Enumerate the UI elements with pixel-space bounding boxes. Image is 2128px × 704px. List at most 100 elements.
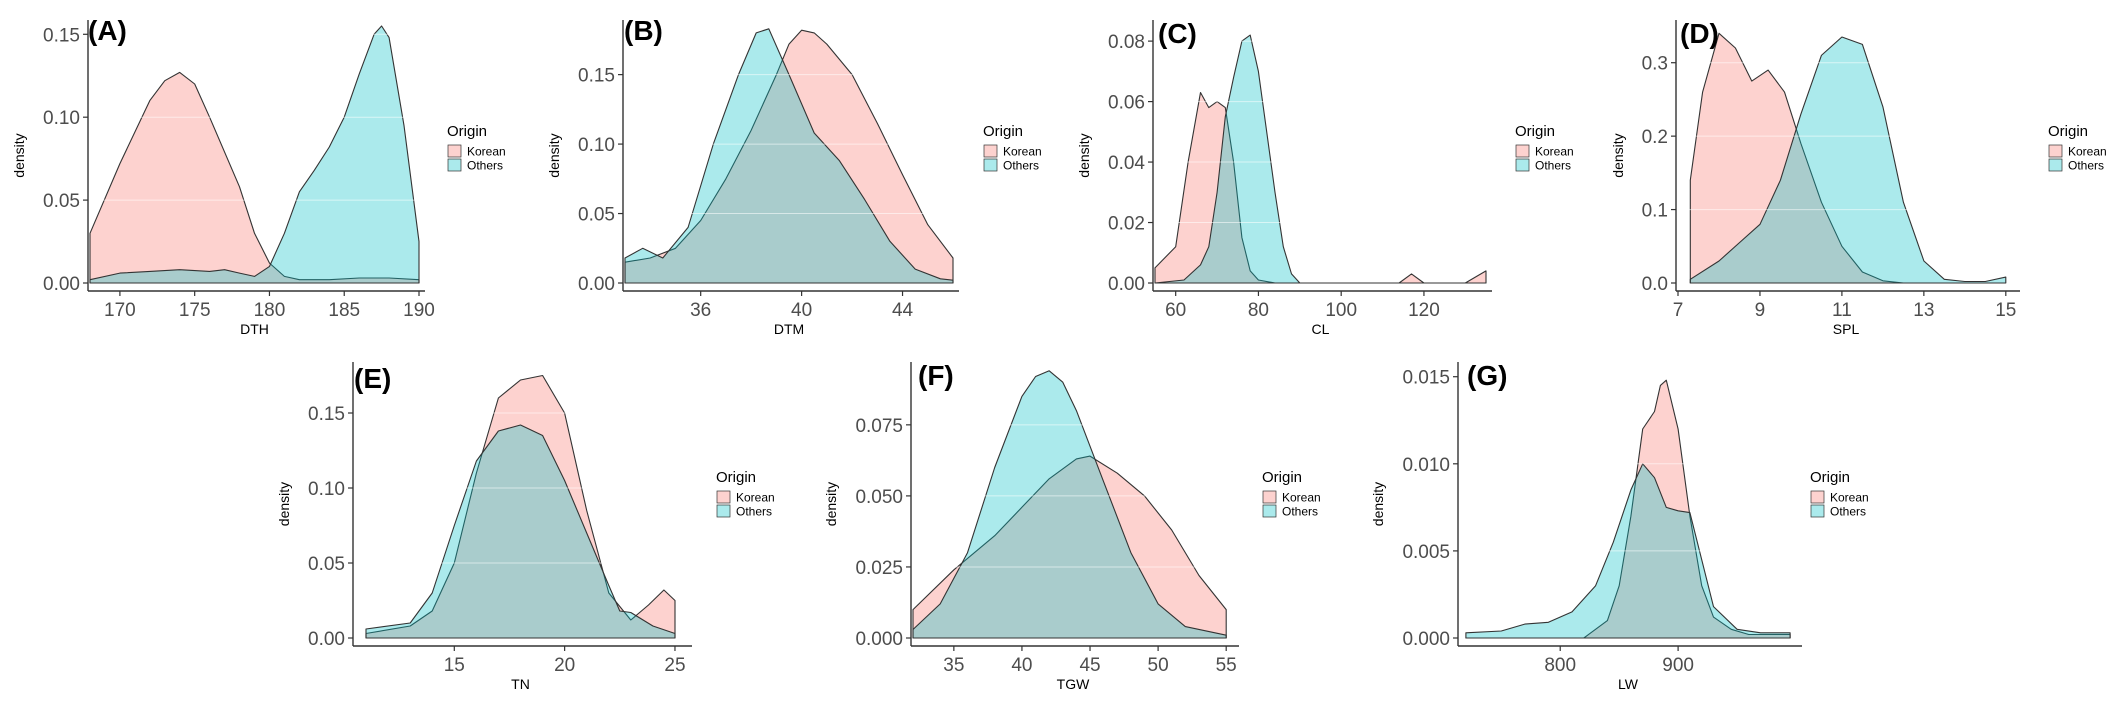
legend-label-others: Others bbox=[1830, 505, 1866, 519]
panel-f: 35 40 45 50 55 0.000 0.025 0.050 0.075 TGW density… bbox=[823, 360, 1321, 692]
y-tick-label: 0.025 bbox=[855, 558, 903, 579]
panel-d: 7 9 11 13 15 0.0 0.1 0.2 0.3 SPL density (D) Origin K… bbox=[1610, 18, 2107, 337]
legend-key-korean bbox=[2048, 144, 2063, 158]
y-tick-label: 0.015 bbox=[1402, 368, 1450, 389]
x-tick-label: 185 bbox=[328, 300, 360, 321]
x-tick-label: 60 bbox=[1165, 300, 1186, 321]
legend-key-others bbox=[2048, 158, 2063, 172]
legend-key-others bbox=[1262, 504, 1277, 518]
legend-label-korean: Korean bbox=[1282, 491, 1321, 505]
x-tick-label: 170 bbox=[104, 300, 136, 321]
panel-label: (F) bbox=[918, 360, 954, 391]
legend-label-korean: Korean bbox=[1535, 145, 1574, 159]
legend-label-others: Others bbox=[1003, 159, 1039, 173]
panel-a: 170 175 180 185 190 0.00 0.05 0.10 0.15 DTH densit… bbox=[11, 15, 506, 337]
y-tick-label: 0.3 bbox=[1642, 54, 1668, 75]
y-tick-label: 0.02 bbox=[1108, 214, 1145, 235]
density-area-others bbox=[89, 25, 420, 284]
y-axis-title: density bbox=[1370, 482, 1386, 526]
y-tick-label: 0.0 bbox=[1642, 274, 1668, 295]
legend-label-others: Others bbox=[467, 159, 503, 173]
x-tick-label: 40 bbox=[791, 300, 812, 321]
x-tick-label: 120 bbox=[1408, 300, 1440, 321]
density-area-others bbox=[1154, 34, 1487, 284]
x-tick-label: 36 bbox=[690, 300, 711, 321]
legend-label-others: Others bbox=[1282, 505, 1318, 519]
y-axis-title: density bbox=[1076, 133, 1092, 177]
panel-label: (B) bbox=[624, 15, 663, 46]
legend-key-others bbox=[1810, 504, 1825, 518]
panel-e: 15 20 25 0.00 0.05 0.10 0.15 TN density (E) Origin… bbox=[276, 362, 775, 692]
x-tick-label: 190 bbox=[403, 300, 435, 321]
x-tick-label: 55 bbox=[1216, 655, 1237, 676]
legend-key-others bbox=[1515, 158, 1530, 172]
x-tick-label: 80 bbox=[1248, 300, 1269, 321]
density-area-korean bbox=[1689, 32, 1904, 284]
y-tick-label: 0.000 bbox=[855, 629, 903, 650]
legend-key-korean bbox=[716, 490, 731, 504]
x-tick-label: 45 bbox=[1079, 655, 1100, 676]
x-tick-label: 100 bbox=[1325, 300, 1357, 321]
x-axis-title: SPL bbox=[1833, 321, 1860, 337]
density-area-others bbox=[365, 424, 676, 639]
y-tick-label: 0.15 bbox=[308, 404, 345, 425]
legend-key-korean bbox=[1515, 144, 1530, 158]
legend-label-korean: Korean bbox=[467, 145, 506, 159]
legend-label-korean: Korean bbox=[2068, 145, 2107, 159]
legend-key-korean bbox=[1810, 490, 1825, 504]
y-tick-label: 0.2 bbox=[1642, 127, 1668, 148]
legend-title: Origin bbox=[1810, 469, 1850, 486]
y-tick-label: 0.075 bbox=[855, 416, 903, 437]
legend-key-others bbox=[447, 158, 462, 172]
legend-title: Origin bbox=[1515, 123, 1555, 140]
y-tick-label: 0.005 bbox=[1402, 542, 1450, 563]
density-area-korean bbox=[1154, 91, 1487, 284]
x-tick-label: 25 bbox=[664, 655, 685, 676]
y-tick-label: 0.06 bbox=[1108, 93, 1145, 114]
x-tick-label: 900 bbox=[1662, 655, 1694, 676]
legend-label-korean: Korean bbox=[1830, 491, 1869, 505]
y-axis-title: density bbox=[276, 482, 292, 526]
legend-key-others bbox=[983, 158, 998, 172]
y-tick-label: 0.10 bbox=[43, 108, 80, 129]
legend-label-korean: Korean bbox=[1003, 145, 1042, 159]
legend-label-others: Others bbox=[2068, 159, 2104, 173]
legend-label-others: Others bbox=[1535, 159, 1571, 173]
y-tick-label: 0.08 bbox=[1108, 32, 1145, 53]
y-axis-title: density bbox=[11, 133, 27, 177]
y-tick-label: 0.15 bbox=[578, 66, 615, 87]
x-tick-label: 40 bbox=[1011, 655, 1032, 676]
legend-label-others: Others bbox=[736, 505, 772, 519]
y-tick-label: 0.000 bbox=[1402, 629, 1450, 650]
panel-label: (D) bbox=[1680, 18, 1719, 49]
legend-key-korean bbox=[983, 144, 998, 158]
x-tick-label: 15 bbox=[1995, 300, 2016, 321]
panel-label: (G) bbox=[1467, 360, 1507, 391]
y-tick-label: 0.010 bbox=[1402, 455, 1450, 476]
density-area-korean bbox=[912, 455, 1227, 639]
y-axis-title: density bbox=[823, 482, 839, 526]
y-tick-label: 0.00 bbox=[1108, 274, 1145, 295]
x-tick-label: 9 bbox=[1755, 300, 1766, 321]
panel-label: (E) bbox=[354, 363, 391, 394]
density-area-korean bbox=[365, 374, 676, 639]
y-tick-label: 0.00 bbox=[308, 629, 345, 650]
legend-label-korean: Korean bbox=[736, 491, 775, 505]
density-area-others bbox=[1689, 36, 2007, 284]
x-tick-label: 175 bbox=[179, 300, 211, 321]
legend-title: Origin bbox=[983, 123, 1023, 140]
x-axis-title: CL bbox=[1312, 321, 1330, 337]
panel-g: 800 900 0.000 0.005 0.010 0.015 LW density (G) Or… bbox=[1370, 360, 1869, 692]
y-tick-label: 0.10 bbox=[578, 135, 615, 156]
legend-key-korean bbox=[1262, 490, 1277, 504]
x-tick-label: 7 bbox=[1673, 300, 1684, 321]
density-area-korean bbox=[89, 71, 420, 284]
x-axis-title: DTM bbox=[774, 321, 804, 337]
y-tick-label: 0.05 bbox=[43, 191, 80, 212]
